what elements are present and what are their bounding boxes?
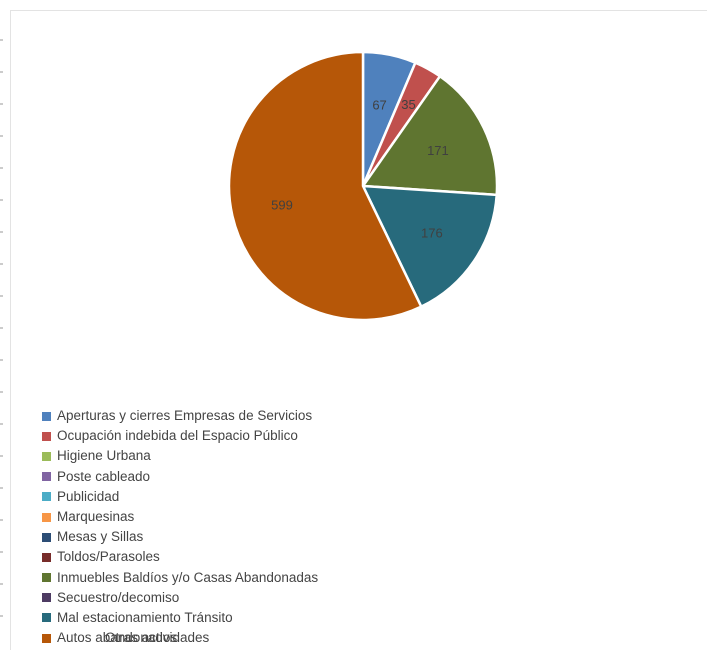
legend-item: Aperturas y cierres Empresas de Servicio… [42,406,318,426]
legend-swatch [42,451,51,461]
data-label-10: 176 [421,225,443,240]
legend-item: Secuestro/decomiso [42,588,318,608]
legend-label: Poste cableado [57,468,151,484]
chart-frame [10,10,707,650]
legend-overlap-label: Otras actividades [105,630,210,646]
legend-swatch [42,512,51,522]
legend-item: Toldos/Parasoles [42,547,318,567]
legend-swatch [42,573,51,583]
legend-item: Mal estacionamiento Tránsito [42,608,318,628]
legend-label: Higiene Urbana [57,448,151,464]
data-label-1: 35 [401,97,415,112]
legend-swatch [42,411,51,421]
data-label-11: 599 [271,198,293,213]
legend-label: Aperturas y cierres Empresas de Servicio… [57,408,313,423]
legend-swatch [42,633,51,643]
legend-label: Inmuebles Baldíos y/o Casas Abandonadas [57,569,319,585]
legend-swatch [42,613,51,623]
legend-swatch [42,532,51,542]
pie-chart: 67 35 171 176 599 [227,50,499,322]
pie-slice-10 [361,184,498,308]
legend-swatch [42,431,51,441]
legend-item: Publicidad [42,487,318,507]
legend-label: Marquesinas [57,508,135,524]
legend-swatch [42,492,51,502]
pie-slice-8 [361,75,499,197]
left-edge-ticks [0,39,3,617]
legend-item: Autos abandonados Otras actividades [42,628,318,648]
legend-item: Mesas y Sillas [42,527,318,547]
legend-label: Secuestro/decomiso [57,589,180,605]
data-label-0: 67 [372,98,386,113]
pie-slice-11 [227,50,423,322]
legend: Aperturas y cierres Empresas de Servicio… [42,406,318,648]
legend-label: Autos abandonados Otras actividades [57,628,209,648]
legend-label: Mesas y Sillas [57,529,144,545]
legend-label: Toldos/Parasoles [57,549,160,565]
legend-label: Mal estacionamiento Tránsito [57,609,233,625]
legend-item: Poste cableado [42,467,318,487]
legend-swatch [42,593,51,603]
legend-swatch [42,552,51,562]
legend-item: Ocupación indebida del Espacio Público [42,426,318,446]
legend-item: Inmuebles Baldíos y/o Casas Abandonadas [42,568,318,588]
legend-label: Publicidad [57,488,120,504]
legend-item: Marquesinas [42,507,318,527]
legend-swatch [42,472,51,482]
legend-item: Higiene Urbana [42,446,318,466]
legend-label: Ocupación indebida del Espacio Público [57,428,298,444]
data-label-8: 171 [427,143,449,158]
